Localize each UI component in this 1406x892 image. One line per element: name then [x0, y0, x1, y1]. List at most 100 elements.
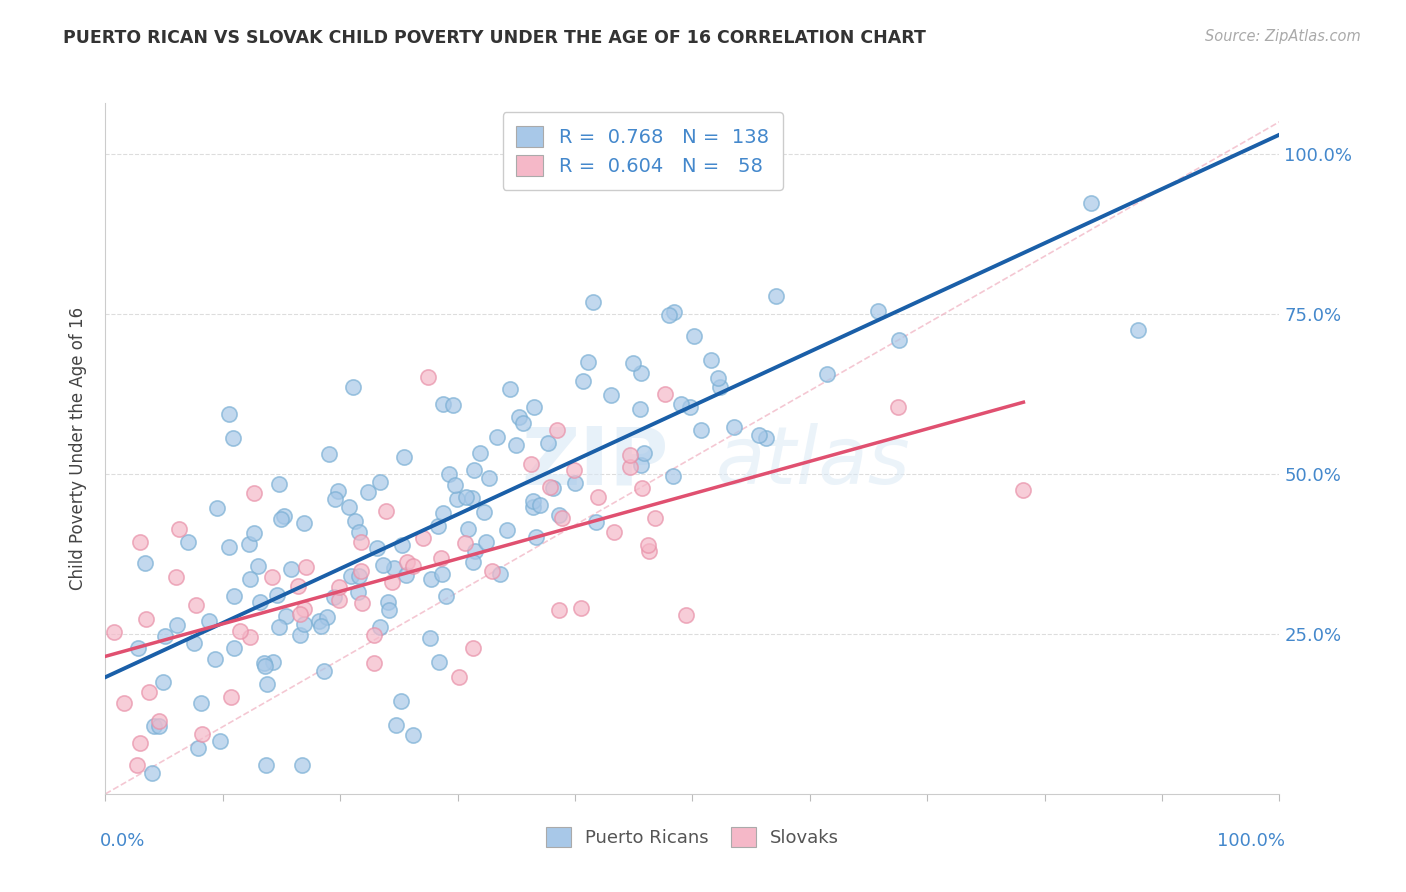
Point	[432, 397, 454, 411]
Point	[512, 416, 534, 430]
Point	[628, 402, 651, 417]
Point	[619, 448, 641, 462]
Point	[505, 438, 527, 452]
Point	[152, 675, 174, 690]
Point	[260, 570, 283, 584]
Point	[420, 572, 443, 586]
Point	[463, 555, 485, 569]
Point	[576, 355, 599, 369]
Point	[748, 427, 770, 442]
Text: 100.0%: 100.0%	[1218, 832, 1285, 850]
Point	[326, 484, 349, 499]
Point	[308, 615, 330, 629]
Point	[103, 624, 125, 639]
Point	[395, 556, 418, 570]
Text: Source: ZipAtlas.com: Source: ZipAtlas.com	[1205, 29, 1361, 44]
Point	[389, 694, 412, 708]
Point	[571, 600, 593, 615]
Point	[141, 766, 163, 780]
Point	[221, 432, 243, 446]
Point	[551, 511, 574, 525]
Point	[129, 535, 152, 549]
Point	[262, 655, 284, 669]
Point	[454, 490, 477, 504]
Point	[239, 630, 262, 644]
Point	[630, 458, 652, 472]
Point	[754, 431, 776, 445]
Point	[222, 589, 245, 603]
Point	[402, 728, 425, 742]
Point	[472, 505, 495, 519]
Point	[392, 450, 415, 464]
Point	[312, 664, 335, 678]
Point	[190, 696, 212, 710]
Point	[256, 677, 278, 691]
Point	[637, 543, 659, 558]
Point	[288, 628, 311, 642]
Point	[148, 719, 170, 733]
Point	[457, 522, 479, 536]
Point	[165, 570, 187, 584]
Point	[637, 538, 659, 552]
Point	[815, 367, 838, 381]
Text: ZIP: ZIP	[522, 423, 669, 501]
Point	[675, 607, 697, 622]
Point	[273, 508, 295, 523]
Point	[176, 535, 198, 549]
Point	[588, 490, 610, 504]
Point	[419, 631, 441, 645]
Point	[470, 446, 492, 460]
Point	[291, 757, 314, 772]
Point	[454, 535, 477, 549]
Point	[276, 608, 298, 623]
Text: 0.0%: 0.0%	[100, 832, 145, 850]
Point	[218, 540, 240, 554]
Point	[866, 304, 889, 318]
Point	[377, 603, 399, 617]
Y-axis label: Child Poverty Under the Age of 16: Child Poverty Under the Age of 16	[69, 307, 87, 590]
Point	[699, 352, 721, 367]
Point	[489, 566, 512, 581]
Point	[342, 380, 364, 394]
Point	[600, 388, 623, 402]
Point	[444, 478, 467, 492]
Point	[167, 522, 190, 536]
Point	[315, 610, 337, 624]
Point	[357, 485, 380, 500]
Point	[508, 409, 530, 424]
Point	[340, 569, 363, 583]
Point	[478, 471, 501, 485]
Point	[270, 512, 292, 526]
Point	[585, 515, 607, 529]
Point	[432, 506, 454, 520]
Point	[522, 500, 544, 514]
Point	[374, 504, 396, 518]
Point	[461, 491, 484, 506]
Point	[138, 684, 160, 698]
Point	[243, 525, 266, 540]
Point	[434, 589, 457, 603]
Point	[239, 572, 262, 586]
Point	[287, 579, 309, 593]
Point	[370, 475, 392, 490]
Point	[546, 423, 568, 437]
Point	[186, 598, 208, 612]
Point	[520, 457, 543, 471]
Point	[292, 617, 315, 632]
Point	[630, 367, 652, 381]
Point	[127, 640, 149, 655]
Point	[295, 559, 318, 574]
Point	[318, 447, 340, 461]
Point	[350, 596, 373, 610]
Point	[391, 538, 413, 552]
Point	[371, 558, 394, 573]
Point	[447, 670, 470, 684]
Point	[183, 636, 205, 650]
Point	[191, 726, 214, 740]
Point	[229, 624, 252, 638]
Point	[125, 758, 148, 772]
Point	[363, 656, 385, 670]
Point	[395, 567, 418, 582]
Point	[1128, 323, 1150, 337]
Point	[682, 328, 704, 343]
